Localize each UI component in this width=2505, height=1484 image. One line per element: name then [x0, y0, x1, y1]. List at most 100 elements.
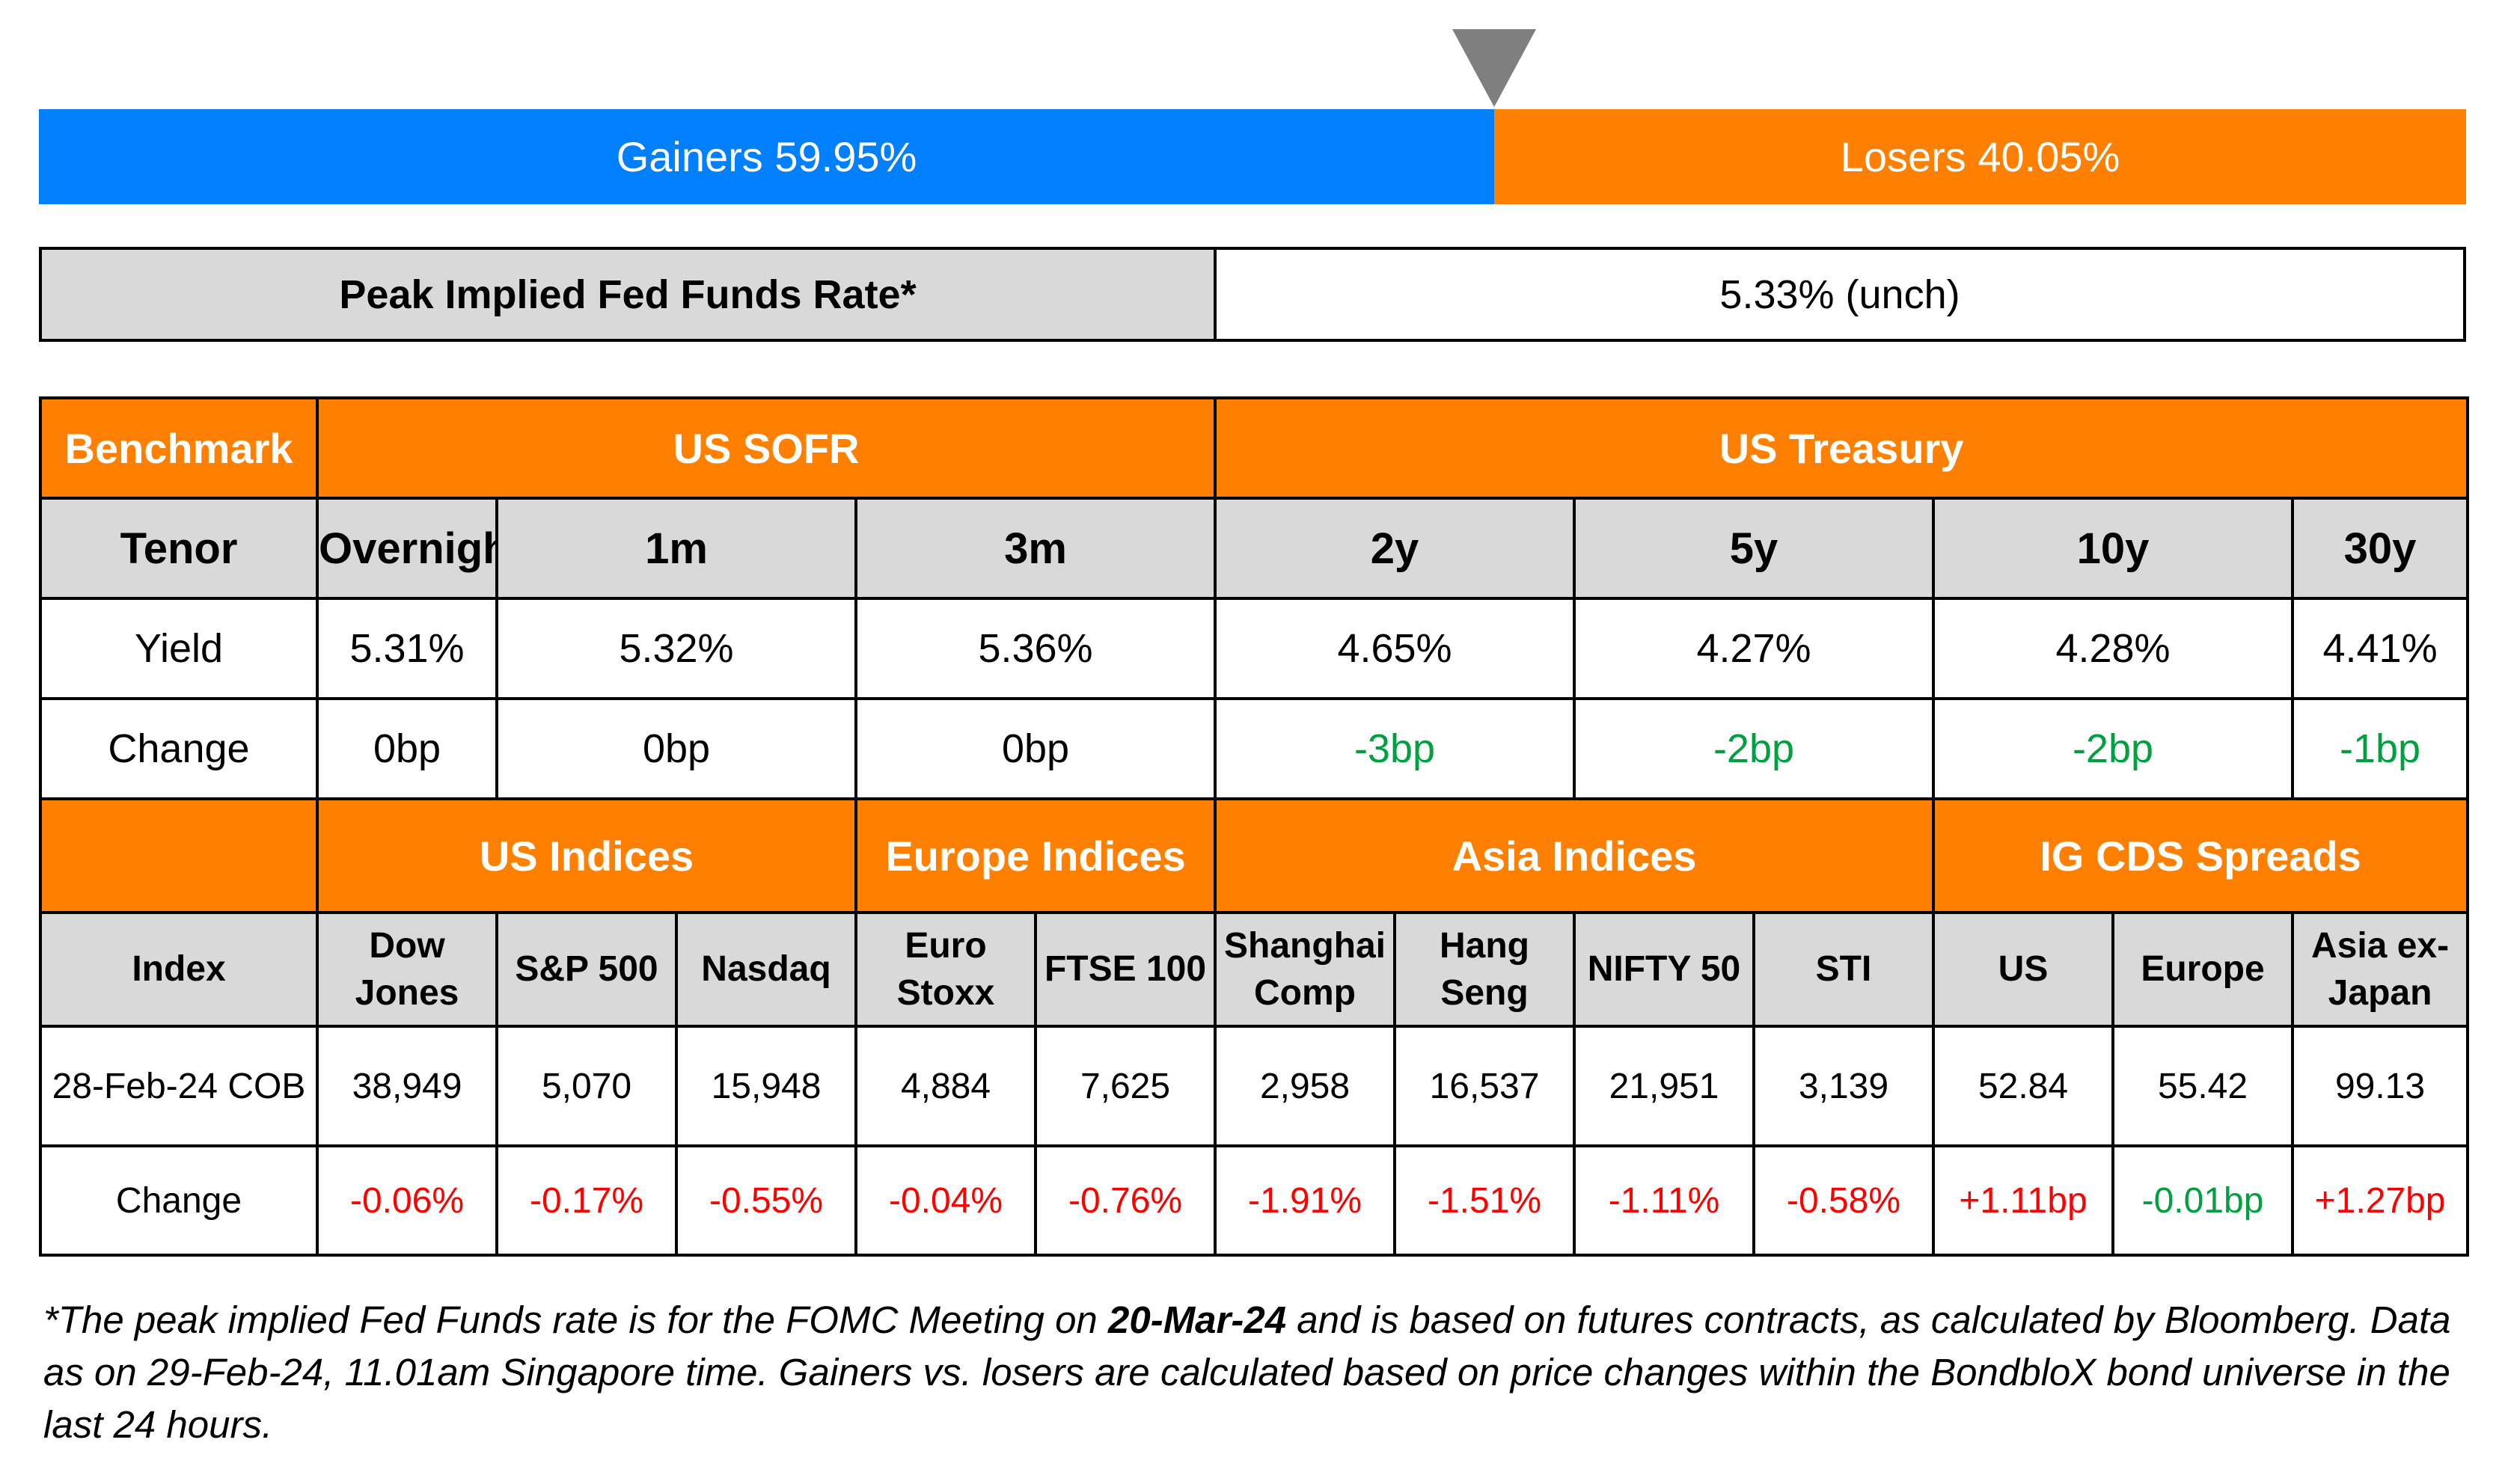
yield-30y: 4.41% — [2290, 597, 2470, 700]
index-name-line: Japan — [2328, 973, 2432, 1013]
rates-header-row: Benchmark US SOFR US Treasury — [39, 396, 2470, 500]
index-name-line: Jones — [355, 973, 459, 1013]
index-name-line: Hang — [1440, 925, 1529, 966]
index-name-line: NIFTY 50 — [1587, 949, 1741, 990]
yield-label: Yield — [39, 597, 319, 700]
cds-change: +1.27bp — [2290, 1144, 2470, 1257]
index-name-cds-europe: Europe — [2111, 911, 2294, 1028]
index-name-line: Euro — [905, 925, 987, 966]
index-change: -1.11% — [1573, 1144, 1755, 1257]
footnote: *The peak implied Fed Funds rate is for … — [43, 1294, 2453, 1451]
index-name-line: Dow — [369, 925, 445, 966]
footnote-text-2: and is based on futures contracts, as ca… — [43, 1298, 2451, 1446]
index-change: -0.58% — [1752, 1144, 1935, 1257]
index-value: 15,948 — [675, 1025, 857, 1147]
index-name-line: Shanghai — [1223, 925, 1386, 966]
index-name-line: Asia ex- — [2310, 925, 2450, 966]
index-date-label: 28-Feb-24 COB — [39, 1025, 319, 1147]
tenor-2y: 2y — [1214, 497, 1576, 600]
losers-label: Losers 40.05% — [1840, 133, 2120, 180]
tenor-label: Tenor — [39, 497, 319, 600]
sentiment-pointer-icon — [1452, 29, 1536, 107]
tenor-30y: 30y — [2290, 497, 2470, 600]
losers-segment: Losers 40.05% — [1494, 109, 2466, 204]
index-name-line: Nasdaq — [701, 949, 831, 990]
tenor-1m: 1m — [495, 497, 857, 600]
us-indices-header: US Indices — [316, 797, 857, 914]
index-name-row: Index Dow Jones S&P 500 Nasdaq Euro Stoxx … — [39, 911, 2470, 1028]
gainers-segment: Gainers 59.95% — [39, 109, 1494, 204]
index-value: 4,884 — [854, 1025, 1037, 1147]
index-name-ftse100: FTSE 100 — [1034, 911, 1217, 1028]
index-name-cds-us: US — [1932, 911, 2114, 1028]
index-value: 21,951 — [1573, 1025, 1755, 1147]
index-name-line: STI — [1815, 949, 1872, 990]
index-value: 5,070 — [495, 1025, 678, 1147]
market-summary-table: Benchmark US SOFR US Treasury Tenor Over… — [39, 396, 2470, 1257]
tenor-10y: 10y — [1932, 497, 2294, 600]
index-name-line: FTSE 100 — [1044, 949, 1207, 990]
index-change: -1.51% — [1393, 1144, 1576, 1257]
cds-spreads-header: IG CDS Spreads — [1931, 797, 2470, 914]
yield-overnight: 5.31% — [316, 597, 498, 700]
index-value-row: 28-Feb-24 COB 38,949 5,070 15,948 4,884 … — [39, 1025, 2470, 1147]
change-3m: 0bp — [854, 697, 1217, 800]
index-value: 16,537 — [1393, 1025, 1576, 1147]
index-value: 3,139 — [1752, 1025, 1935, 1147]
index-name-sti: STI — [1752, 911, 1935, 1028]
yield-10y: 4.28% — [1932, 597, 2294, 700]
yield-1m: 5.32% — [495, 597, 857, 700]
indices-header-row: US Indices Europe Indices Asia Indices I… — [39, 797, 2470, 914]
gainers-losers-bar: Gainers 59.95% Losers 40.05% — [39, 109, 2466, 204]
index-name-line: Stoxx — [896, 973, 995, 1013]
index-change: -0.06% — [316, 1144, 498, 1257]
footnote-date: 20-Mar-24 — [1107, 1298, 1287, 1341]
footnote-text-1: *The peak implied Fed Funds rate is for … — [43, 1298, 1108, 1341]
index-name-line: Seng — [1440, 973, 1529, 1013]
tenor-3m: 3m — [854, 497, 1217, 600]
index-name-hang-seng: Hang Seng — [1393, 911, 1576, 1028]
index-label: Index — [39, 911, 319, 1028]
index-name-shanghai-comp: Shanghai Comp — [1214, 911, 1396, 1028]
change-30y: -1bp — [2290, 697, 2470, 800]
gainers-label: Gainers 59.95% — [616, 133, 917, 180]
index-name-line: US — [1998, 949, 2049, 990]
index-change: -0.76% — [1034, 1144, 1217, 1257]
index-name-nasdaq: Nasdaq — [675, 911, 857, 1028]
index-change: -0.04% — [854, 1144, 1037, 1257]
cds-value: 55.42 — [2111, 1025, 2294, 1147]
benchmark-header: Benchmark — [39, 396, 319, 500]
index-name-sp500: S&P 500 — [495, 911, 678, 1028]
europe-indices-header: Europe Indices — [854, 797, 1217, 914]
index-name-dow-jones: Dow Jones — [316, 911, 498, 1028]
peak-rate-box: Peak Implied Fed Funds Rate* 5.33% (unch… — [39, 247, 2466, 342]
asia-indices-header: Asia Indices — [1214, 797, 1935, 914]
index-name-cds-asia-ex-japan: Asia ex- Japan — [2290, 911, 2470, 1028]
change-5y: -2bp — [1573, 697, 1935, 800]
index-value: 38,949 — [316, 1025, 498, 1147]
yield-3m: 5.36% — [854, 597, 1217, 700]
index-name-line: Europe — [2141, 949, 2265, 990]
cds-change: -0.01bp — [2111, 1144, 2294, 1257]
peak-rate-label: Peak Implied Fed Funds Rate* — [42, 250, 1217, 339]
cds-value: 99.13 — [2290, 1025, 2470, 1147]
tenor-row: Tenor Overnight 1m 3m 2y 5y 10y 30y — [39, 497, 2470, 600]
tenor-overnight: Overnight — [316, 497, 498, 600]
index-name-nifty50: NIFTY 50 — [1573, 911, 1755, 1028]
index-name-line: S&P 500 — [515, 949, 658, 990]
index-change: -0.55% — [675, 1144, 857, 1257]
index-value: 2,958 — [1214, 1025, 1396, 1147]
index-change: -0.17% — [495, 1144, 678, 1257]
index-name-euro-stoxx: Euro Stoxx — [854, 911, 1037, 1028]
cds-value: 52.84 — [1932, 1025, 2114, 1147]
index-change-row: Change -0.06% -0.17% -0.55% -0.04% -0.76… — [39, 1144, 2470, 1257]
change-10y: -2bp — [1932, 697, 2294, 800]
yield-5y: 4.27% — [1573, 597, 1935, 700]
peak-rate-value: 5.33% (unch) — [1719, 272, 1960, 317]
tenor-5y: 5y — [1573, 497, 1935, 600]
treasury-header: US Treasury — [1213, 396, 2470, 500]
rate-change-row: Change 0bp 0bp 0bp -3bp -2bp -2bp -1bp — [39, 697, 2470, 800]
sofr-header: US SOFR — [316, 396, 1217, 500]
change-2y: -3bp — [1214, 697, 1576, 800]
change-overnight: 0bp — [316, 697, 498, 800]
